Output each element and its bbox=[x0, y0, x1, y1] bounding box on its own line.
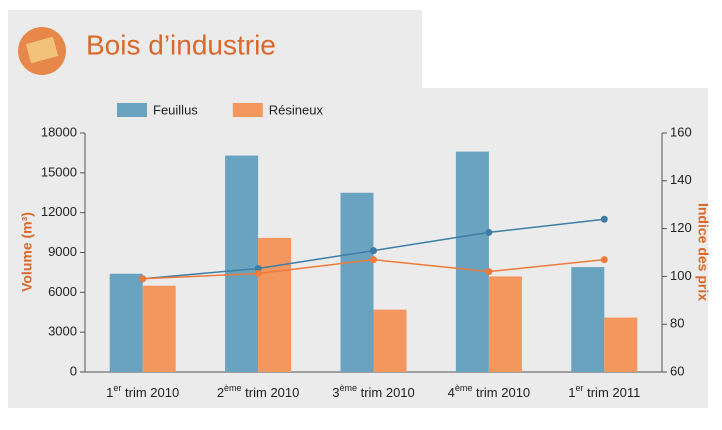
chart: Bois d’industrie Volume (m³) Indice des … bbox=[0, 0, 722, 425]
line-point bbox=[601, 256, 608, 263]
y-tick-label: 18000 bbox=[41, 124, 77, 139]
line-point bbox=[485, 268, 492, 275]
y2-tick-label: 80 bbox=[670, 316, 684, 331]
bar bbox=[143, 286, 176, 372]
y2-tick-label: 140 bbox=[670, 172, 692, 187]
bar bbox=[571, 267, 604, 372]
line-point bbox=[370, 256, 377, 263]
legend-swatch bbox=[233, 103, 263, 117]
bar bbox=[341, 193, 374, 372]
legend-swatch bbox=[117, 103, 147, 117]
y-tick-label: 6000 bbox=[48, 284, 77, 299]
line-point bbox=[370, 247, 377, 254]
legend-label: Feuillus bbox=[153, 102, 198, 117]
bar bbox=[456, 152, 489, 372]
chart-title: Bois d’industrie bbox=[86, 29, 276, 60]
y2-tick-label: 160 bbox=[670, 124, 692, 139]
line-point bbox=[255, 270, 262, 277]
legend-label: Résineux bbox=[269, 102, 324, 117]
y-tick-label: 15000 bbox=[41, 164, 77, 179]
bar bbox=[374, 310, 407, 372]
y-tick-label: 0 bbox=[70, 363, 77, 378]
line-point bbox=[139, 275, 146, 282]
y2-axis-label: Indice des prix bbox=[695, 203, 711, 301]
y-tick-label: 9000 bbox=[48, 244, 77, 259]
y2-tick-label: 100 bbox=[670, 268, 692, 283]
line-point bbox=[601, 216, 608, 223]
bar bbox=[258, 238, 291, 372]
bar bbox=[225, 156, 258, 372]
y2-tick-label: 120 bbox=[670, 220, 692, 235]
y-tick-label: 3000 bbox=[48, 324, 77, 339]
bar bbox=[489, 276, 522, 372]
y-axis-label: Volume (m³) bbox=[19, 212, 35, 292]
y-tick-label: 12000 bbox=[41, 204, 77, 219]
bar bbox=[604, 318, 637, 372]
panel-cutout bbox=[422, 10, 708, 88]
bar bbox=[110, 274, 143, 372]
y2-tick-label: 60 bbox=[670, 363, 684, 378]
line-point bbox=[485, 229, 492, 236]
